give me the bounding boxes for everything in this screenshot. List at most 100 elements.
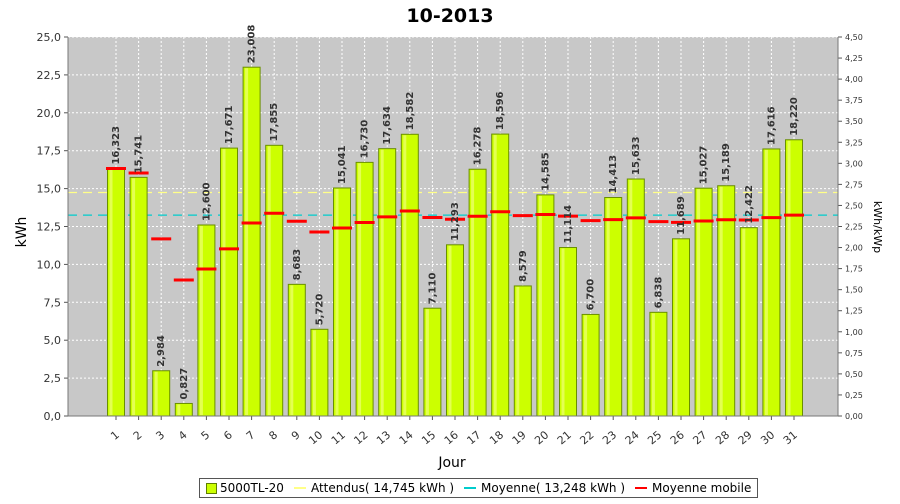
y2-tick-label: 0,75 (845, 349, 863, 358)
bar-highlight (109, 169, 113, 415)
bars (107, 66, 803, 417)
y2-tick-label: 3,50 (845, 117, 863, 126)
y2-tick-label: 3,00 (845, 159, 863, 168)
bar-value-label: 18,582 (405, 92, 416, 131)
bar-highlight (403, 135, 407, 415)
y-tick-label: 17,5 (37, 145, 62, 158)
legend-item-average: Moyenne( 13,248 kWh ) (464, 481, 625, 495)
bar-value-label: 16,730 (360, 120, 371, 159)
bar-highlight (199, 225, 203, 415)
y2-tick-label: 0,50 (845, 370, 863, 379)
bar-highlight (358, 163, 362, 415)
y2-tick-label: 1,75 (845, 265, 863, 274)
legend-label-production: 5000TL-20 (220, 481, 284, 495)
legend-label-moving-average: Moyenne mobile (652, 481, 752, 495)
y-tick-label: 15,0 (37, 183, 62, 196)
y2-tick-label: 1,25 (845, 307, 863, 316)
y2-axis-label: kWh/kWp (871, 201, 884, 253)
bar-highlight (629, 180, 633, 415)
y2-tick-label: 2,25 (845, 223, 863, 232)
bar-value-label: 14,413 (608, 155, 619, 194)
x-axis-label: Jour (437, 455, 466, 471)
bar-highlight (132, 178, 136, 415)
y2-tick-label: 3,25 (845, 138, 863, 147)
bar-value-label: 16,278 (473, 127, 484, 166)
bar-value-label: 8,683 (292, 249, 303, 281)
legend-swatch-moving-average (635, 487, 648, 489)
y2-tick-label: 2,00 (845, 244, 863, 253)
y-tick-label: 5,0 (44, 334, 62, 347)
chart-title: 10-2013 (406, 5, 493, 27)
bar-highlight (742, 228, 746, 415)
y-tick-label: 12,5 (37, 221, 62, 234)
bar-value-label: 12,600 (201, 182, 212, 221)
bar-value-label: 2,984 (156, 335, 167, 367)
y2-tick-label: 4,25 (845, 54, 863, 63)
bar-highlight (312, 330, 316, 415)
bar-value-label: 15,027 (699, 146, 710, 185)
legend-swatch-production (206, 482, 217, 494)
y-tick-label: 25,0 (37, 31, 62, 44)
bar-value-label: 15,633 (631, 136, 642, 175)
bar-value-label: 11,293 (450, 202, 461, 241)
bar-value-label: 5,720 (314, 294, 325, 326)
bar-highlight (471, 170, 475, 415)
y2-tick-label: 1,50 (845, 286, 863, 295)
bar-highlight (561, 248, 565, 415)
y-tick-label: 7,5 (44, 296, 62, 309)
bar-value-label: 17,616 (766, 106, 777, 145)
bar-value-label: 11,689 (676, 196, 687, 235)
bar-value-label: 18,220 (789, 97, 800, 136)
bar-value-label: 18,596 (495, 91, 506, 130)
axes: 0,0 2,5 5,0 7,5 10,0 12,5 15,0 17,5 20,0 22,5 25,0… (37, 31, 863, 447)
bar-highlight (764, 149, 768, 415)
y2-tick-label: 4,00 (845, 75, 863, 84)
bar-highlight (516, 286, 520, 415)
bar-value-label: 7,110 (427, 273, 438, 305)
bar-value-label: 17,855 (269, 103, 280, 142)
bar-value-label: 8,579 (518, 250, 529, 282)
y-tick-label: 0,0 (44, 410, 62, 423)
bar-value-label: 12,422 (744, 185, 755, 224)
legend-swatch-expected (293, 487, 306, 489)
y-axis-label: kWh (14, 217, 30, 248)
bar-highlight (674, 239, 678, 415)
bar-highlight (787, 140, 791, 416)
legend-item-production: 5000TL-20 (206, 481, 284, 495)
bar-highlight (606, 198, 610, 415)
reference-lines (68, 191, 838, 216)
bar-highlight (448, 245, 452, 415)
bar-highlight (697, 189, 701, 415)
bar-highlight (493, 135, 497, 415)
bar-highlight (651, 313, 655, 415)
bar-highlight (290, 285, 294, 415)
moving-average-markers (106, 167, 804, 282)
bar-highlight (267, 146, 271, 415)
legend-label-average: Moyenne( 13,248 kWh ) (481, 481, 626, 495)
y-tick-label: 2,5 (44, 372, 62, 385)
bar-value-label: 23,008 (247, 25, 258, 64)
y2-tick-label: 4,50 (845, 33, 863, 42)
bar-value-label: 15,741 (134, 135, 145, 174)
bar-value-label: 0,827 (179, 368, 190, 400)
bar-value-label: 16,323 (111, 126, 122, 165)
bar-highlight (177, 404, 181, 415)
y2-tick-label: 1,00 (845, 328, 863, 337)
bar-highlight (719, 186, 723, 415)
bar-value-label: 15,041 (337, 145, 348, 184)
legend-item-moving-average: Moyenne mobile (635, 481, 751, 495)
bar-highlight (425, 309, 429, 415)
bar-value-label: 17,671 (224, 105, 235, 144)
bar-value-label: 17,634 (382, 106, 393, 145)
bar-value-labels: 16,323 15,741 2,984 0,827 12,600 17,671 23,008… (111, 25, 800, 400)
y-tick-label: 10,0 (37, 258, 62, 271)
legend-label-expected: Attendus( 14,745 kWh ) (310, 481, 455, 495)
bar-value-label: 6,838 (653, 277, 664, 309)
bar-value-label: 14,585 (540, 152, 551, 191)
y2-tick-label: 2,50 (845, 201, 863, 210)
bar-value-label: 15,189 (721, 143, 732, 182)
legend-item-expected: Attendus( 14,745 kWh ) (293, 481, 455, 495)
bar-highlight (380, 149, 384, 415)
bar-highlight (538, 195, 542, 415)
